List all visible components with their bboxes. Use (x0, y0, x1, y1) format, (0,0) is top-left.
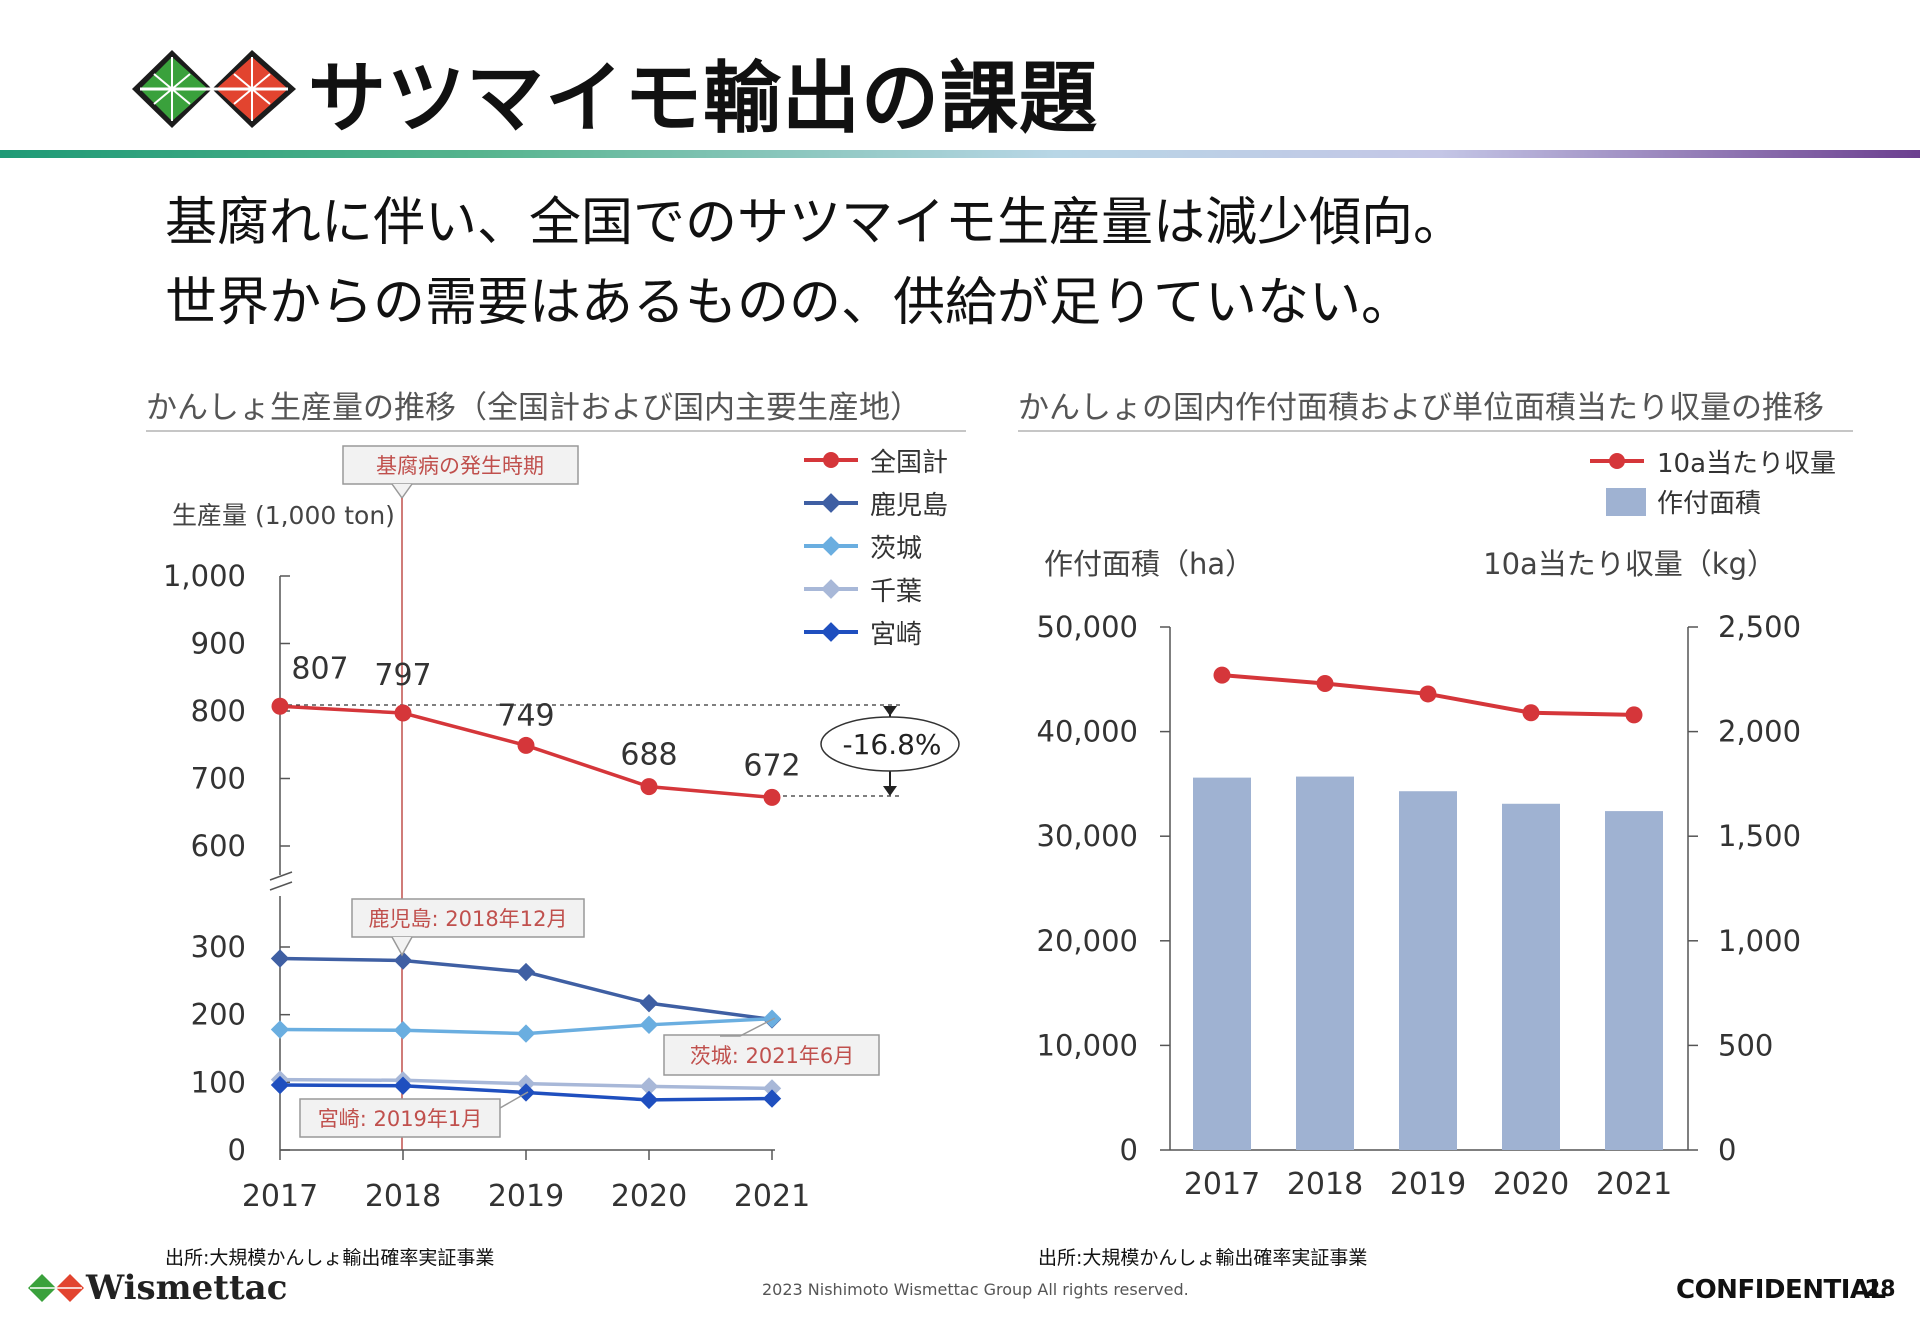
footer-logo-icon (28, 1274, 84, 1302)
right-chart-source: 出所:大規模かんしょ輸出確率実証事業 (1038, 1247, 1368, 1269)
data-point (393, 951, 413, 970)
data-label: 807 (291, 651, 348, 686)
legend-label-miyazaki: 宮崎 (870, 620, 922, 650)
y-tick-label: 900 (191, 627, 246, 661)
data-label: 688 (620, 738, 677, 773)
page-title: サツマイモ輸出の課題 (308, 54, 1099, 144)
right-chart-title: かんしょの国内作付面積および単位面積当たり収量の推移 (1018, 390, 1824, 426)
kagoshima-callout-label: 鹿児島: 2018年12月 (369, 907, 568, 931)
right-chart-title-rule (1018, 430, 1853, 432)
kagoshima-callout-box (351, 898, 585, 938)
data-point (640, 778, 658, 796)
left-chart-title: かんしょ生産量の推移（全国計および国内主要生産地） (146, 390, 921, 426)
legend-label-kagoshima: 鹿児島 (870, 491, 948, 521)
data-label: 749 (497, 698, 554, 733)
company-logo-icon (132, 50, 296, 128)
y-tick-label: 100 (191, 1065, 246, 1099)
copyright-text: 2023 Nishimoto Wismettac Group All right… (762, 1280, 1189, 1299)
y-tick-label: 300 (191, 930, 246, 964)
footer-brand-name: Wismettac (86, 1268, 288, 1308)
data-point (639, 1015, 659, 1035)
y-tick-label: 0 (228, 1133, 246, 1167)
outbreak-callout-label: 基腐病の発生時期 (376, 454, 544, 478)
x-tick-label: 2020 (611, 1179, 687, 1214)
data-point (271, 697, 289, 715)
legend-label-national: 全国計 (870, 448, 948, 478)
x-tick-label: 2021 (734, 1179, 810, 1214)
data-point (393, 1076, 413, 1095)
accent-divider (0, 150, 1920, 158)
x-tick-label: 2017 (242, 1179, 318, 1214)
change-label: -16.8% (842, 728, 941, 761)
y-tick-label: 700 (191, 762, 246, 796)
miyazaki-callout-label: 宮崎: 2019年1月 (318, 1107, 483, 1131)
data-point (762, 1089, 782, 1108)
y-tick-label: 600 (191, 829, 246, 863)
miyazaki-callout-box (299, 1098, 501, 1138)
x-tick-label: 2018 (365, 1179, 441, 1214)
y-tick-label: 1,000 (163, 559, 246, 593)
data-point (516, 1024, 536, 1043)
y-tick-label: 800 (191, 694, 246, 728)
x-tick-label: 2019 (488, 1179, 564, 1214)
ibaraki-callout-label: 茨城: 2021年6月 (690, 1044, 855, 1068)
confidential-label: CONFIDENTIAL (1676, 1275, 1886, 1305)
change-ellipse (820, 716, 960, 772)
outbreak-callout-box (342, 445, 579, 485)
data-point (270, 1075, 290, 1095)
data-label: 797 (374, 658, 431, 693)
data-point (639, 1077, 659, 1096)
data-point (639, 993, 659, 1013)
left-y-axis-title: 生産量 (1,000 ton) (172, 501, 395, 530)
data-point (517, 736, 535, 754)
data-point (639, 1090, 659, 1110)
left-chart-source: 出所:大規模かんしょ輸出確率実証事業 (165, 1247, 495, 1269)
legend-label-ibaraki: 茨城 (870, 534, 922, 564)
data-point (270, 1020, 290, 1039)
left-legend: 全国計 鹿児島 茨城 千葉 宮崎 (804, 448, 948, 650)
y-tick-label: 200 (191, 998, 246, 1032)
lead-text-line-2: 世界からの需要はあるものの、供給が足りていない。 (165, 273, 1414, 333)
legend-label-chiba: 千葉 (870, 577, 922, 607)
left-chart-title-rule (146, 430, 966, 432)
data-point (516, 962, 536, 982)
data-point (763, 788, 781, 806)
lead-text-line-1: 基腐れに伴い、全国でのサツマイモ生産量は減少傾向。 (165, 193, 1466, 253)
data-label: 672 (743, 748, 800, 783)
data-point (394, 704, 412, 722)
ibaraki-callout-box (663, 1034, 880, 1076)
data-point (270, 949, 290, 968)
data-point (393, 1021, 413, 1040)
page-number: 28 (1865, 1277, 1896, 1302)
data-point (762, 1079, 782, 1098)
